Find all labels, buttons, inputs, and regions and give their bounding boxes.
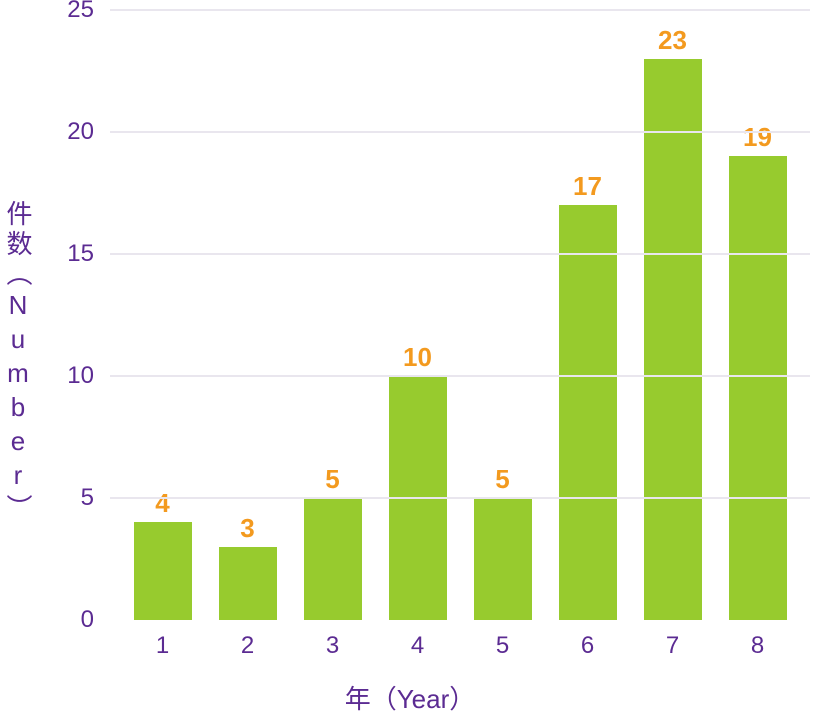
- bar-slot: 198: [715, 124, 800, 620]
- bar: [644, 59, 702, 620]
- gridline: [110, 375, 810, 377]
- x-tick-label: 6: [581, 632, 594, 660]
- bar-value-label: 5: [495, 466, 509, 492]
- bar: [219, 547, 277, 620]
- x-tick-label: 7: [666, 632, 679, 660]
- bar-value-label: 17: [573, 173, 602, 199]
- gridline: [110, 253, 810, 255]
- gridline: [110, 9, 810, 11]
- x-tick-label: 1: [156, 632, 169, 660]
- y-axis-title: 件数（Number）: [0, 200, 37, 524]
- x-tick-label: 2: [241, 632, 254, 660]
- x-tick-label: 4: [411, 632, 424, 660]
- bar: [559, 205, 617, 620]
- bar-slot: 53: [290, 466, 375, 620]
- y-tick-label: 15: [44, 240, 94, 268]
- bar: [304, 498, 362, 620]
- gridline: [110, 497, 810, 499]
- y-tick-label: 20: [44, 118, 94, 146]
- bar-slot: 104: [375, 344, 460, 620]
- y-tick-label: 0: [44, 606, 94, 634]
- bar-value-label: 10: [403, 344, 432, 370]
- bar-value-label: 19: [743, 124, 772, 150]
- y-tick-label: 10: [44, 362, 94, 390]
- x-tick-label: 8: [751, 632, 764, 660]
- y-tick-label: 5: [44, 484, 94, 512]
- y-tick-label: 25: [44, 0, 94, 24]
- bar-slot: 176: [545, 173, 630, 620]
- x-axis-title: 年（Year）: [0, 679, 820, 716]
- bar-slot: 237: [630, 27, 715, 620]
- x-tick-label: 3: [326, 632, 339, 660]
- plot-area: 41325310455176237198 0510152025: [110, 10, 810, 620]
- bar: [134, 522, 192, 620]
- gridline: [110, 131, 810, 133]
- x-tick-label: 5: [496, 632, 509, 660]
- bar-value-label: 3: [240, 515, 254, 541]
- bars-container: 41325310455176237198: [110, 10, 810, 620]
- bar-slot: 55: [460, 466, 545, 620]
- bar: [729, 156, 787, 620]
- bar-slot: 41: [120, 490, 205, 620]
- bar-chart: 件数（Number） 41325310455176237198 05101520…: [0, 0, 820, 720]
- bar: [474, 498, 532, 620]
- bar-value-label: 4: [155, 490, 169, 516]
- bar-value-label: 23: [658, 27, 687, 53]
- bar-value-label: 5: [325, 466, 339, 492]
- bar-slot: 32: [205, 515, 290, 620]
